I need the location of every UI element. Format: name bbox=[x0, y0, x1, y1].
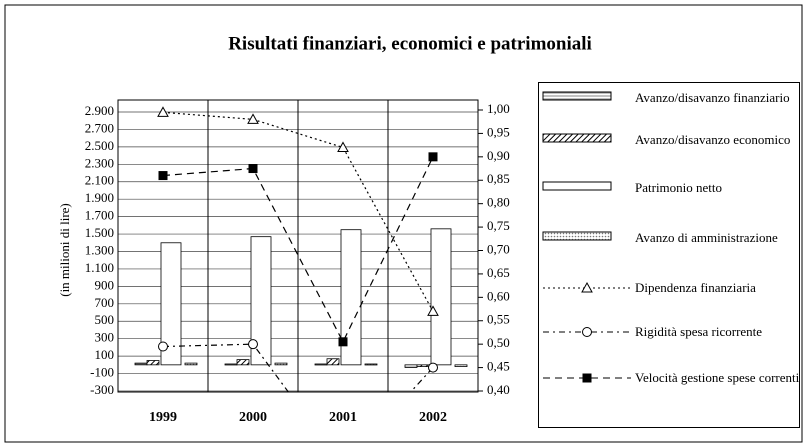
y2-tick-label: 0,75 bbox=[487, 218, 510, 233]
y2-tick-label: 0,65 bbox=[487, 265, 510, 280]
y2-tick-label: 0,60 bbox=[487, 288, 510, 303]
line-marker bbox=[581, 281, 593, 293]
y2-tick-label: 0,45 bbox=[487, 359, 510, 374]
line-marker bbox=[247, 113, 259, 124]
line-marker bbox=[428, 152, 438, 162]
y-tick-label: 300 bbox=[95, 330, 115, 345]
line-marker bbox=[338, 337, 348, 347]
x-tick-label: 2002 bbox=[419, 410, 447, 425]
bar bbox=[184, 362, 198, 366]
legend-label: Velocità gestione spese correnti bbox=[635, 370, 800, 385]
legend-label: Dipendenza finanziaria bbox=[635, 280, 756, 295]
plot-frame bbox=[117, 99, 479, 393]
legend-label: Rigidità spesa ricorrente bbox=[635, 324, 763, 339]
bar bbox=[160, 242, 182, 366]
y2-tick-label: 0,95 bbox=[487, 124, 510, 139]
y-tick-label: 2.500 bbox=[85, 138, 114, 153]
legend-swatch bbox=[543, 373, 631, 383]
y2-tick-label: 0,50 bbox=[487, 335, 510, 350]
legend: Avanzo/disavanzo finanziario Avanzo/disav… bbox=[538, 82, 800, 428]
y-tick-label: 700 bbox=[95, 295, 115, 310]
bar bbox=[430, 228, 452, 366]
y-tick-label: 2.300 bbox=[85, 155, 114, 170]
legend-label: Avanzo di amministrazione bbox=[635, 230, 778, 245]
bar bbox=[146, 360, 160, 366]
swatch bbox=[542, 133, 612, 143]
x-tick-label: 2000 bbox=[239, 410, 267, 425]
line-marker bbox=[158, 171, 168, 181]
line-marker bbox=[248, 339, 258, 350]
swatch bbox=[542, 181, 612, 191]
legend-swatch bbox=[542, 231, 612, 241]
y-tick-label: -100 bbox=[90, 365, 114, 380]
bar bbox=[314, 363, 328, 366]
line bbox=[162, 111, 434, 312]
y-tick-label: 2.700 bbox=[85, 120, 114, 135]
y2-tick-label: 0,90 bbox=[487, 148, 510, 163]
bar bbox=[236, 359, 250, 366]
line-marker bbox=[428, 362, 438, 373]
y2-tick-label: 0,70 bbox=[487, 241, 510, 256]
y-tick-label: 1.900 bbox=[85, 190, 114, 205]
y-tick-label: 500 bbox=[95, 312, 115, 327]
bar bbox=[404, 364, 418, 368]
bar bbox=[454, 364, 468, 367]
y-tick-label: 1.300 bbox=[85, 242, 114, 257]
x-tick-label: 2001 bbox=[329, 410, 357, 425]
line bbox=[162, 156, 434, 344]
line-marker bbox=[337, 141, 349, 152]
y-tick-label: 100 bbox=[95, 347, 115, 362]
bar bbox=[134, 362, 148, 366]
y-tick-label: 1.500 bbox=[85, 225, 114, 240]
line-marker bbox=[582, 327, 592, 337]
line-marker bbox=[248, 164, 258, 174]
y-tick-label: 2.100 bbox=[85, 173, 114, 188]
line-marker bbox=[427, 305, 439, 316]
swatch bbox=[542, 231, 612, 241]
y2-tick-label: 1,00 bbox=[487, 101, 510, 116]
swatch bbox=[542, 91, 612, 101]
y2-tick-label: 0,85 bbox=[487, 171, 510, 186]
y2-tick-label: 0,40 bbox=[487, 382, 510, 397]
legend-label: Avanzo/disavanzo finanziario bbox=[635, 90, 790, 105]
line-marker bbox=[158, 341, 168, 352]
bar bbox=[416, 364, 430, 367]
outer-frame bbox=[4, 4, 803, 443]
legend-label: Patrimonio netto bbox=[635, 180, 723, 195]
legend-label: Avanzo/disavanzo economico bbox=[635, 132, 791, 147]
bar bbox=[224, 363, 238, 366]
x-tick-label: 1999 bbox=[149, 410, 177, 425]
legend-swatch bbox=[543, 327, 631, 337]
y-tick-label: 2.900 bbox=[85, 103, 114, 118]
legend-swatch bbox=[542, 133, 612, 143]
bar bbox=[364, 363, 378, 366]
legend-swatch bbox=[542, 91, 612, 101]
legend-swatch bbox=[542, 181, 612, 191]
y2-tick-label: 0,80 bbox=[487, 195, 510, 210]
y-tick-label: 1.100 bbox=[85, 260, 114, 275]
legend-swatch bbox=[543, 281, 631, 293]
y2-tick-label: 0,55 bbox=[487, 312, 510, 327]
line-marker bbox=[582, 373, 592, 383]
y-tick-label: 1.700 bbox=[85, 208, 114, 223]
y-tick-label: -300 bbox=[90, 382, 114, 397]
bar bbox=[274, 362, 288, 366]
line-marker bbox=[157, 106, 169, 117]
y-axis-label: (in milioni di lire) bbox=[57, 203, 72, 297]
chart-title: Risultati finanziari, economici e patrim… bbox=[228, 33, 592, 54]
bar bbox=[326, 358, 340, 366]
y-tick-label: 900 bbox=[95, 277, 115, 292]
bar bbox=[250, 236, 272, 366]
bar bbox=[340, 229, 362, 366]
